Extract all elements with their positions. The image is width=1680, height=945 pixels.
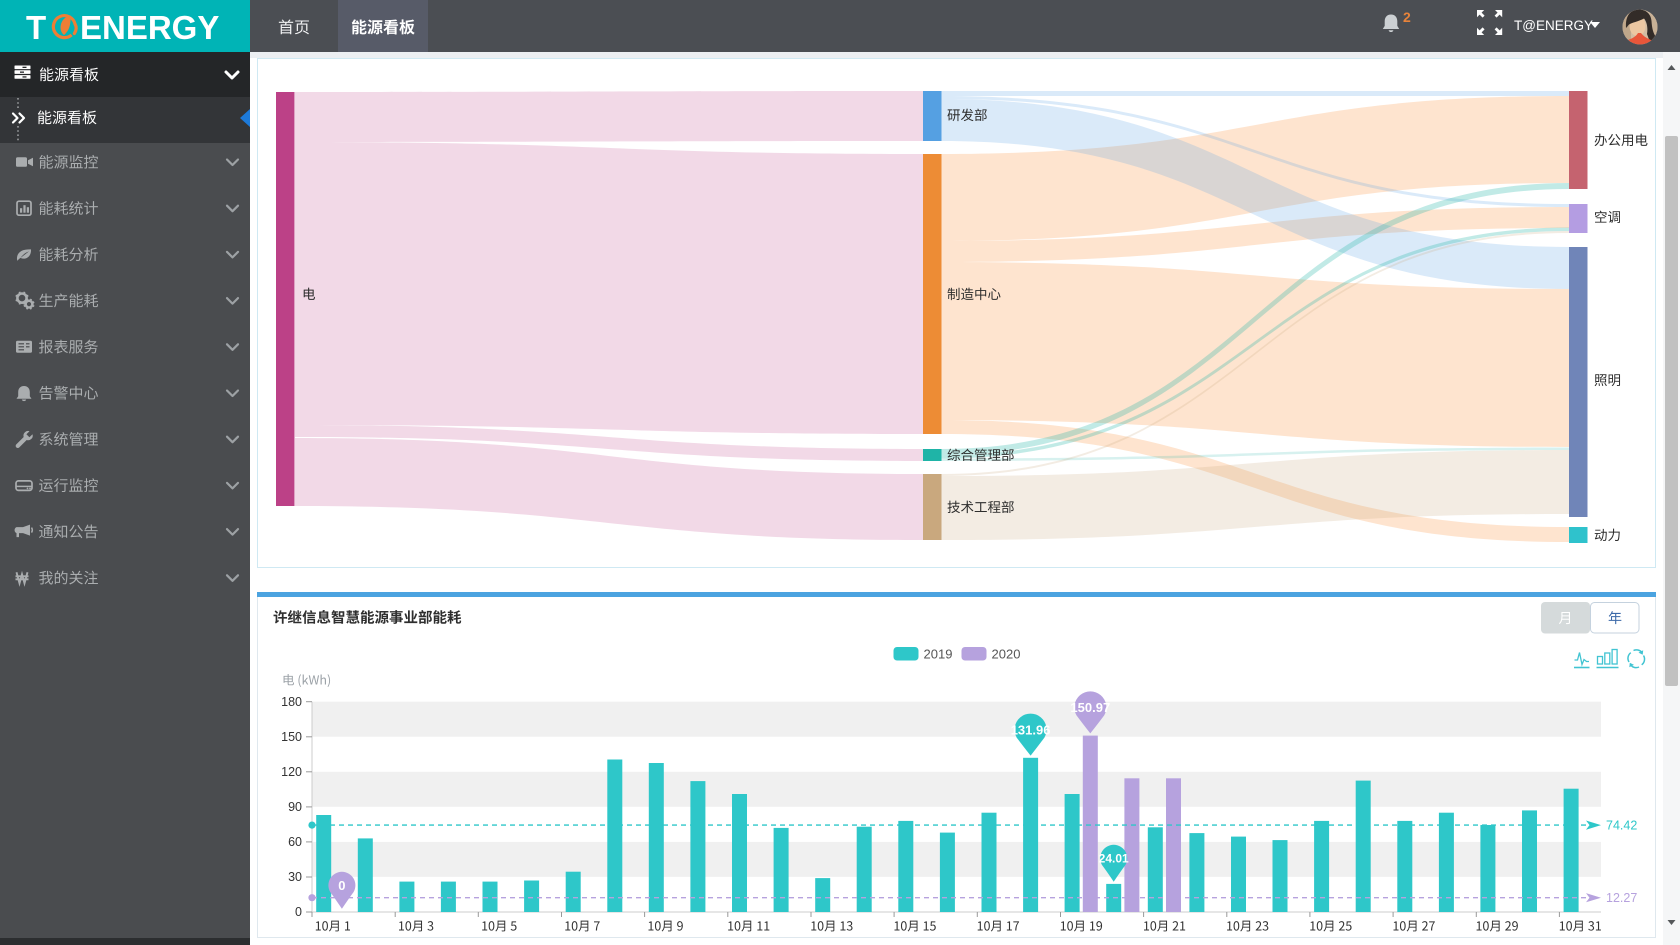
svg-text:30: 30 [288,870,302,884]
svg-text:24.01: 24.01 [1099,852,1129,866]
svg-text:74.42: 74.42 [1606,818,1637,832]
svg-text:131.96: 131.96 [1011,722,1051,737]
svg-text:2: 2 [1403,9,1411,25]
svg-text:120: 120 [281,765,302,779]
svg-text:T@ENERGY: T@ENERGY [1514,18,1593,33]
svg-text:150: 150 [281,730,302,744]
svg-text:2019: 2019 [924,647,953,662]
svg-text:T: T [26,9,46,46]
svg-text:0: 0 [338,878,345,893]
svg-text:90: 90 [288,800,302,814]
svg-text:2020: 2020 [992,647,1021,662]
svg-text:60: 60 [288,835,302,849]
svg-text:12.27: 12.27 [1606,891,1637,905]
svg-text:150.97: 150.97 [1070,700,1110,715]
svg-text:180: 180 [281,695,302,709]
svg-text:0: 0 [295,905,302,919]
svg-text:ENERGY: ENERGY [80,9,219,46]
